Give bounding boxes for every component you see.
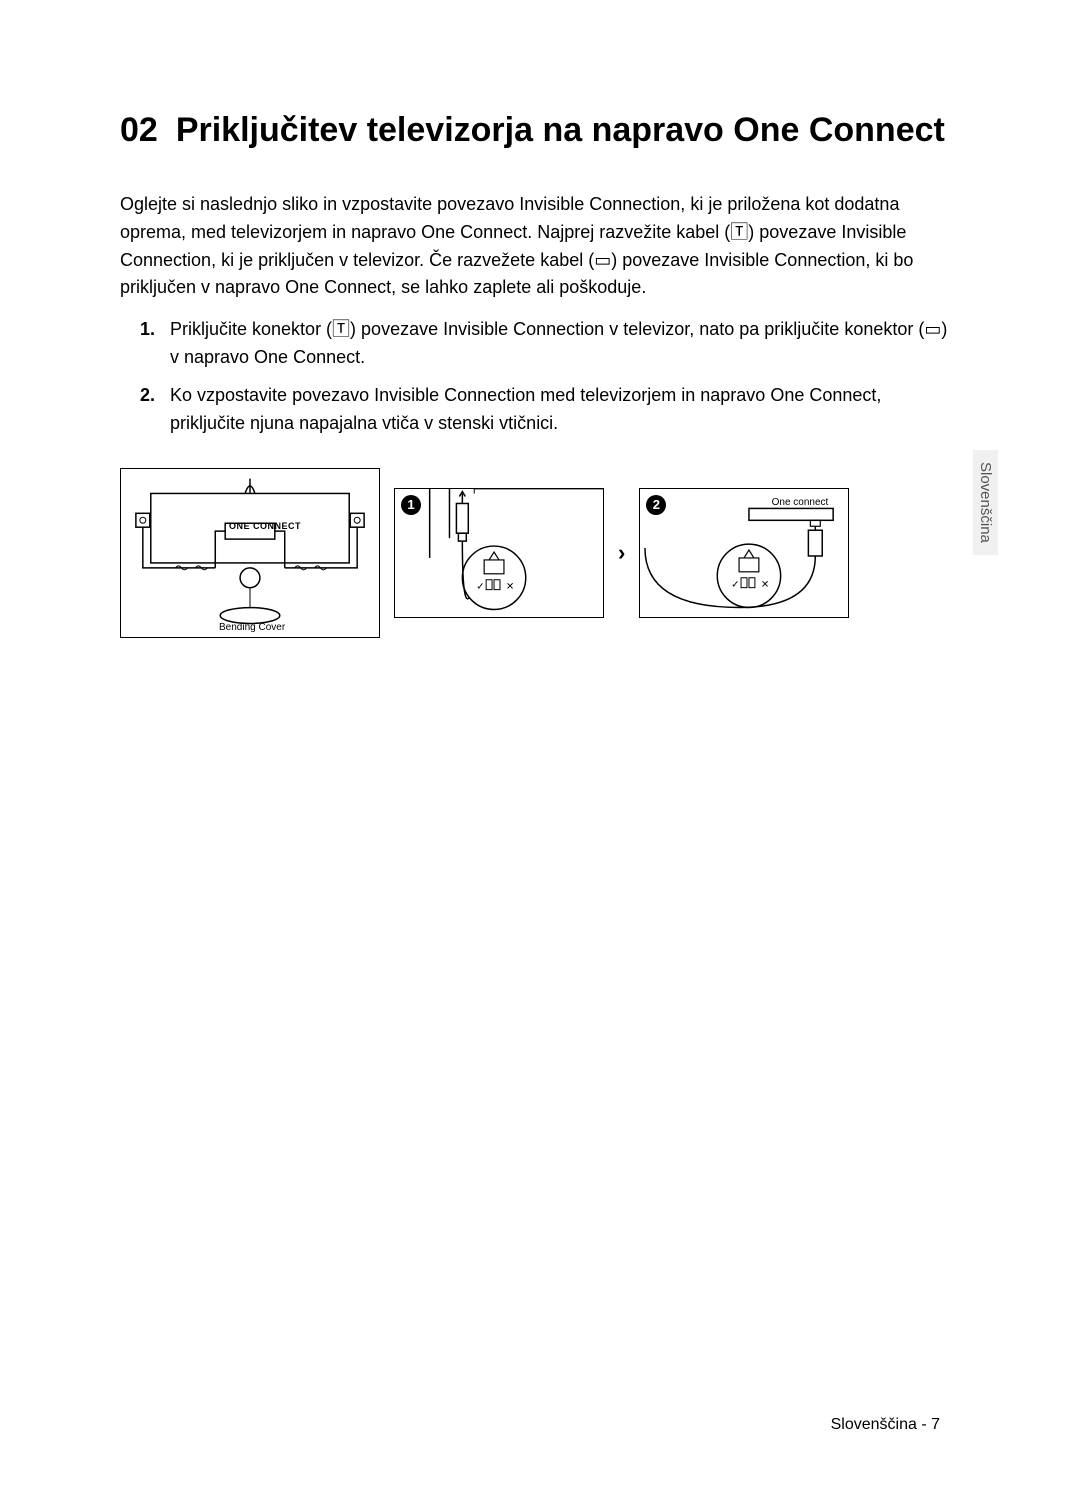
page-footer: Slovenščina - 7 [831, 1416, 940, 1434]
svg-text:✓: ✓ [731, 580, 739, 591]
diagrams-row: ONE CONNECT Bending Cover 1 ✓ ✕ [120, 468, 960, 638]
step1-illustration-icon: ✓ ✕ [395, 488, 603, 618]
diagram-step2: 2 One connect ✓ ✕ [639, 488, 849, 618]
language-tab: Slovenščina [973, 450, 998, 555]
step-text: Ko vzpostavite povezavo Invisible Connec… [170, 382, 960, 438]
step-item: 1. Priključite konektor (🅃) povezave Inv… [140, 316, 960, 372]
diagram-step1: 1 ✓ ✕ [394, 488, 604, 618]
bending-cover-label: Bending Cover [219, 622, 285, 633]
step-text: Priključite konektor (🅃) povezave Invisi… [170, 316, 960, 372]
chevron-right-icon: › [618, 540, 625, 566]
steps-list: 1. Priključite konektor (🅃) povezave Inv… [120, 316, 960, 438]
one-connect-box-label: One connect [772, 497, 829, 508]
step-number: 1. [140, 316, 160, 372]
section-heading: 02 Priključitev televizorja na napravo O… [120, 110, 960, 151]
diagram-overview: ONE CONNECT Bending Cover [120, 468, 380, 638]
step-number: 2. [140, 382, 160, 438]
svg-text:✕: ✕ [761, 580, 769, 591]
step-badge: 1 [401, 495, 421, 515]
intro-paragraph: Oglejte si naslednjo sliko in vzpostavit… [120, 191, 960, 303]
overview-illustration-icon [121, 468, 379, 638]
svg-text:✕: ✕ [506, 582, 514, 593]
heading-number: 02 [120, 110, 158, 151]
step-item: 2. Ko vzpostavite povezavo Invisible Con… [140, 382, 960, 438]
heading-title: Priključitev televizorja na napravo One … [176, 110, 945, 151]
svg-text:✓: ✓ [476, 582, 484, 593]
one-connect-label: ONE CONNECT [229, 521, 301, 531]
